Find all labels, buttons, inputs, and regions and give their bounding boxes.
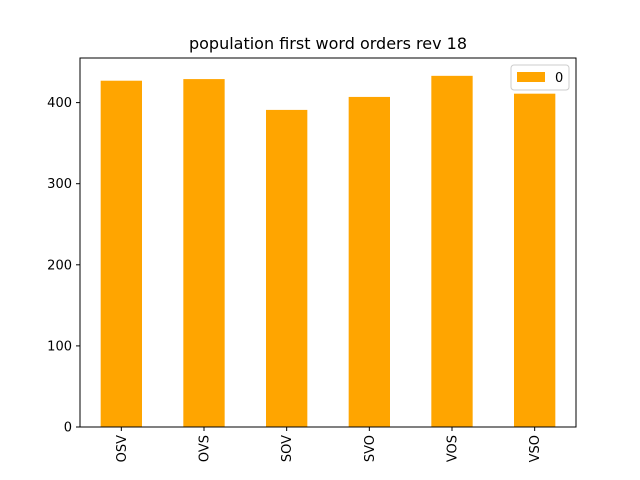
bar-ovs <box>183 79 225 427</box>
bar-sov <box>266 109 308 428</box>
x-axis: OSV OVS SOV SVO VOS VSO <box>115 427 543 462</box>
y-tick-label: 400 <box>47 96 72 111</box>
bars-group <box>100 75 556 428</box>
plot-frame <box>79 57 577 428</box>
x-tick-label: OSV <box>115 435 130 462</box>
x-tick-label: VSO <box>528 435 543 462</box>
y-axis: 0 100 200 300 400 <box>47 96 80 436</box>
x-tick-label: VOS <box>446 435 461 462</box>
x-tick-label: SVO <box>363 435 378 462</box>
x-tick-label: OVS <box>198 435 213 462</box>
legend: 0 <box>510 64 570 91</box>
legend-label: 0 <box>555 71 563 86</box>
y-tick-label: 100 <box>47 339 72 354</box>
legend-swatch <box>517 72 545 82</box>
x-tick-label: SOV <box>280 435 295 462</box>
bar-osv <box>100 80 142 428</box>
bar-vos <box>431 75 473 427</box>
bar-vso <box>514 93 556 428</box>
y-tick-label: 200 <box>47 258 72 273</box>
y-tick-label: 0 <box>64 421 72 436</box>
bar-svo <box>348 96 390 428</box>
y-tick-label: 300 <box>47 177 72 192</box>
chart-title: population first word orders rev 18 <box>189 34 467 53</box>
